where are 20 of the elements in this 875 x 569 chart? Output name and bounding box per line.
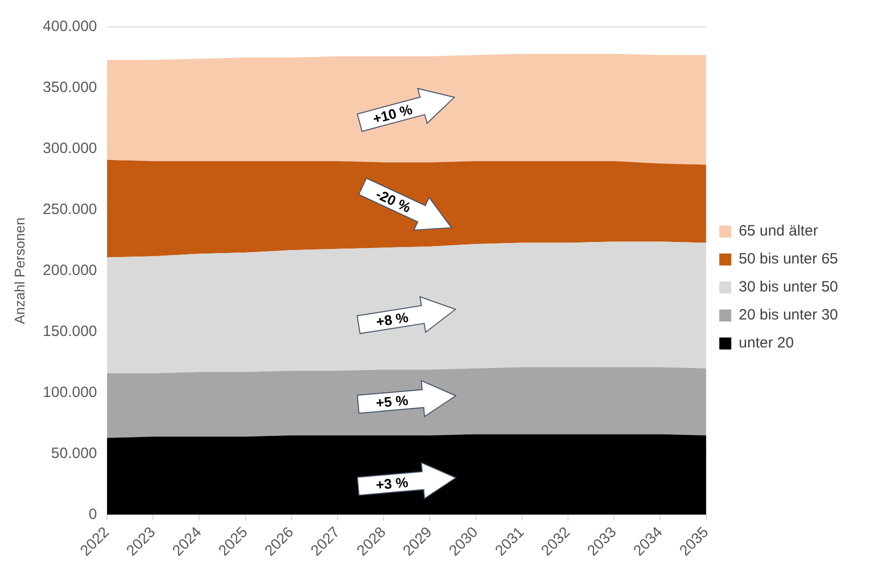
y-tick-label: 250.000 [42, 201, 98, 218]
legend-label: 50 bis unter 65 [738, 250, 838, 268]
y-tick-label: 200.000 [42, 262, 98, 279]
annotation: +5 % [374, 391, 410, 413]
annotation: -20 % [372, 185, 414, 218]
legend-label: 65 und älter [738, 222, 818, 240]
legend-label: 20 bis unter 30 [738, 306, 838, 324]
y-tick-label: 150.000 [42, 322, 98, 340]
y-tick-label: 300.000 [42, 140, 98, 158]
y-tick-label: 400.000 [42, 18, 98, 36]
y-tick-label: 0 [88, 506, 98, 523]
y-tick-label: 100.000 [42, 384, 98, 401]
annotation: +10 % [370, 100, 415, 129]
legend-label: 30 bis unter 50 [738, 278, 838, 296]
annotation: +3 % [374, 472, 410, 494]
annotation: +8 % [374, 308, 410, 332]
legend-label: unter 20 [738, 334, 794, 352]
y-tick-label: 350.000 [42, 79, 98, 96]
y-axis-title: Anzahl Personen [11, 218, 28, 324]
y-tick-label: 50.000 [51, 444, 98, 462]
